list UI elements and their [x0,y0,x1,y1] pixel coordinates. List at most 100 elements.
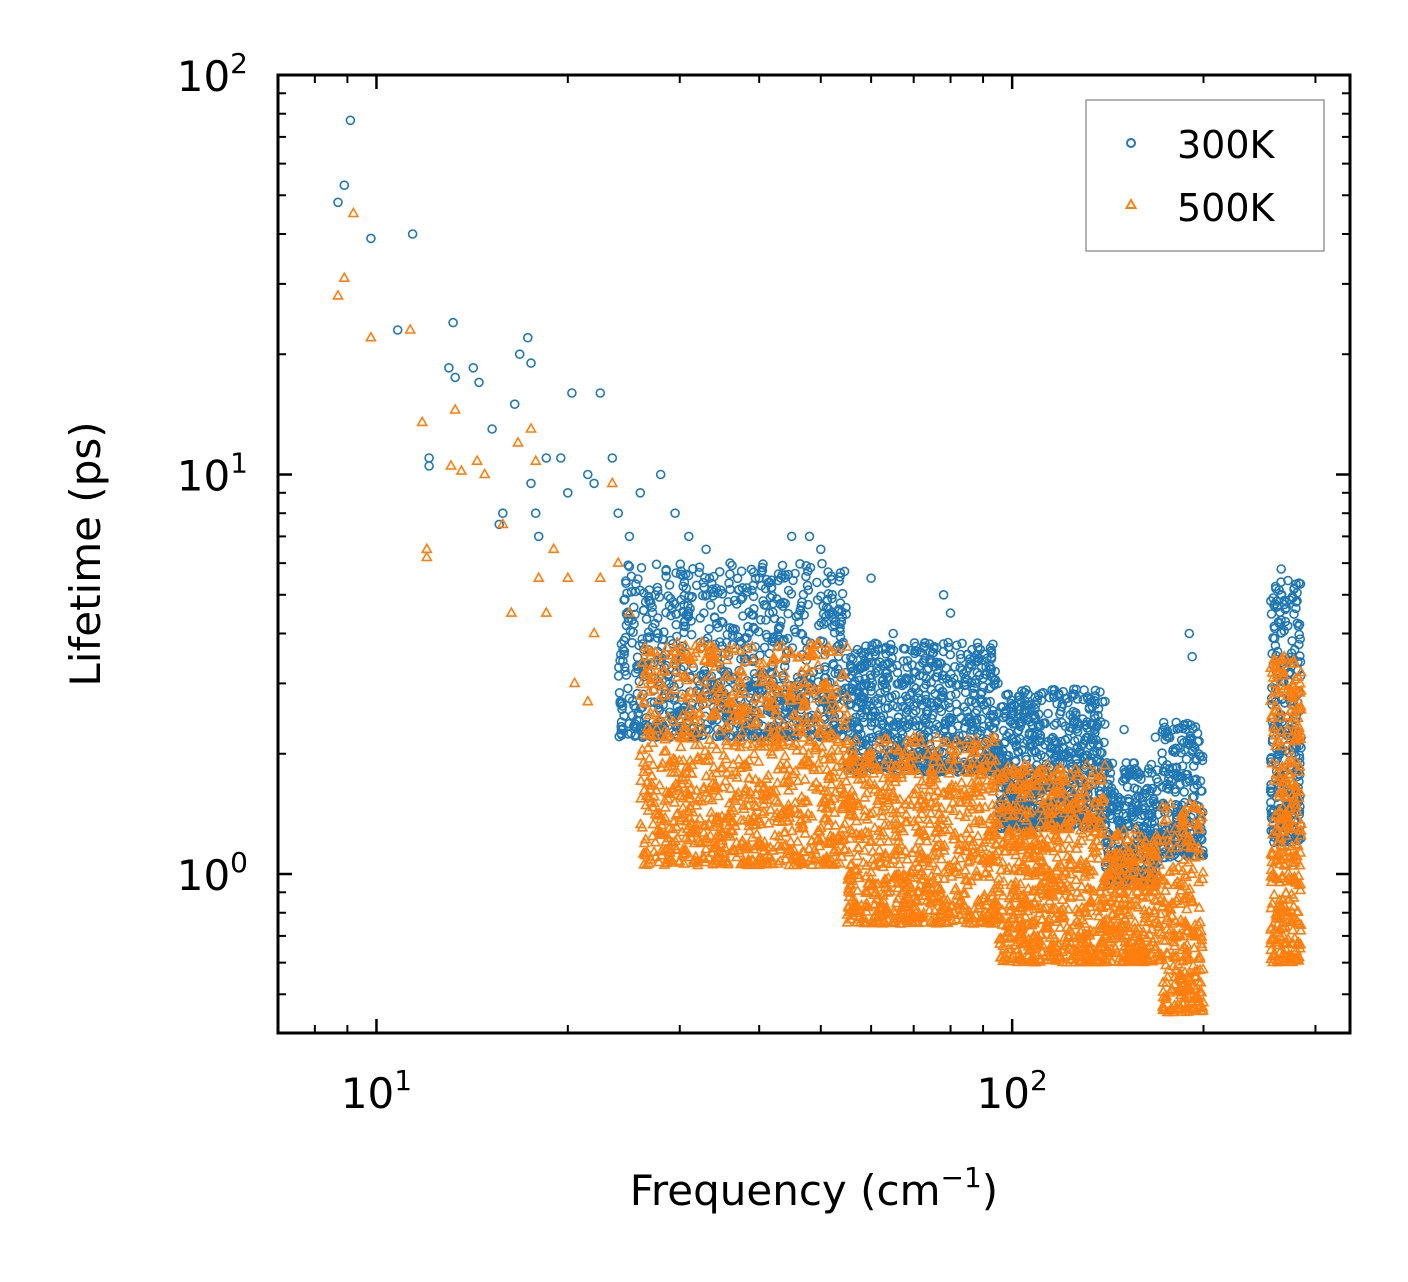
data-point-300k [778,636,789,646]
data-point-300k [901,707,912,718]
data-point-300k [1185,735,1196,746]
data-point-300k [732,573,743,584]
data-point-300k [1272,646,1283,657]
data-point-300k [366,233,376,244]
data-point-300k [742,633,752,643]
data-point-300k [887,662,898,673]
data-point-300k [688,563,698,574]
data-point-300k [937,674,948,684]
data-point-300k [1127,804,1138,815]
data-point-300k [981,697,992,707]
data-point-300k [1124,797,1134,808]
data-point-300k [1078,694,1089,705]
data-point-500k [635,774,647,785]
data-point-300k [1195,751,1205,762]
data-point-300k [679,577,690,588]
data-point-300k [1157,782,1168,792]
data-point-300k [1074,747,1084,758]
data-point-300k [926,684,937,695]
data-point-300k [892,667,903,678]
data-point-300k [851,702,862,712]
data-point-300k [951,699,962,709]
data-point-300k [826,571,837,581]
data-point-300k [892,733,903,743]
data-point-300k [729,595,740,606]
data-point-300k [816,617,827,628]
data-point-300k [333,197,343,208]
data-point-300k [1062,733,1073,744]
data-point-300k [623,560,634,571]
data-point-300k [1035,719,1045,730]
data-point-300k [509,399,520,410]
data-point-300k [1279,625,1289,636]
data-point-300k [945,649,956,660]
data-point-300k [624,693,635,704]
data-point-300k [835,622,845,633]
data-point-300k [959,702,970,712]
data-point-300k [1131,792,1142,803]
data-point-300k [698,577,709,588]
data-point-300k [1016,696,1027,707]
data-point-300k [926,697,936,708]
data-point-300k [1008,706,1019,716]
data-point-300k [795,558,805,569]
data-point-300k [956,653,966,664]
data-point-300k [628,627,638,638]
data-point-300k [392,325,403,335]
data-point-300k [971,674,982,685]
data-point-300k [651,559,662,570]
data-point-300k [626,586,637,597]
data-point-300k [615,649,626,660]
data-point-300k [957,665,968,675]
data-point-300k [771,594,782,604]
data-point-300k [884,657,895,668]
data-point-300k [864,733,875,743]
data-point-500k [1062,832,1075,844]
data-point-300k [1147,783,1157,794]
data-point-300k [1122,818,1133,829]
data-point-300k [987,705,998,716]
data-point-300k [1085,726,1095,737]
data-point-300k [737,592,748,603]
data-point-300k [1276,577,1286,587]
data-point-500k [781,757,793,769]
data-point-300k [812,577,822,588]
data-point-300k [624,561,635,572]
data-point-300k [1291,603,1301,614]
data-point-300k [541,453,552,463]
data-point-300k [1181,754,1192,765]
data-point-300k [921,679,931,690]
data-point-300k [702,633,713,644]
data-point-300k [938,589,949,600]
data-point-300k [655,469,666,480]
data-point-300k [738,611,748,621]
data-point-300k [514,349,525,360]
data-point-300k [1275,607,1285,618]
data-point-300k [900,644,910,654]
data-point-300k [888,719,899,730]
data-point-300k [866,573,876,584]
data-point-300k [971,656,982,667]
data-point-300k [1113,796,1123,807]
data-point-300k [1114,809,1124,819]
data-point-300k [914,661,925,671]
data-point-500k [812,658,824,670]
data-point-300k [921,714,931,725]
data-point-300k [622,588,632,599]
data-point-300k [1181,724,1191,735]
data-point-300k [966,719,977,730]
data-point-300k [955,649,966,660]
data-point-300k [1162,783,1172,794]
data-point-300k [837,612,848,622]
data-point-300k [888,628,899,639]
data-point-300k [727,560,737,571]
data-point-300k [631,579,641,589]
data-point-300k [444,362,454,373]
data-point-300k [837,588,848,599]
data-point-300k [697,723,707,733]
data-point-300k [856,647,866,658]
data-point-300k [748,610,759,620]
data-point-300k [497,508,508,519]
data-point-300k [1281,602,1292,613]
